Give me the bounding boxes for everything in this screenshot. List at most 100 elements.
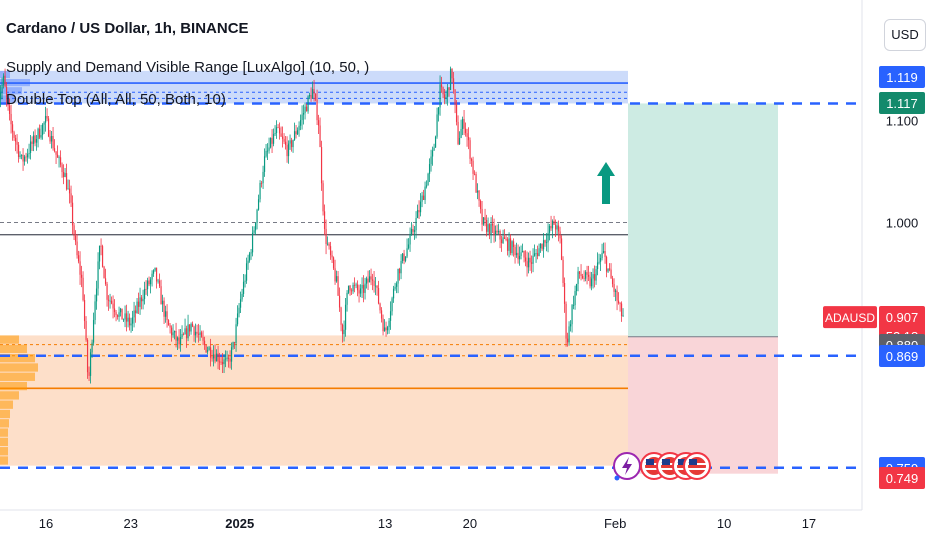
candle-body [469,140,471,159]
candle-body [599,258,602,262]
candle-body [217,353,219,362]
candle-body [239,299,242,308]
candle-body [593,274,596,281]
candle-body [328,243,330,247]
price-label[interactable]: 0.869 [879,345,925,367]
candle-body [68,188,71,194]
candle-body [461,119,464,130]
candle-body [622,315,624,317]
candle-body [64,173,66,177]
candle-body [457,121,459,145]
candle-body [391,298,393,312]
candle-body [127,317,129,322]
candle-body [574,291,576,306]
candle-body [209,347,212,358]
candle-body [388,320,390,328]
candle-body [184,328,186,335]
candle-body [473,173,476,175]
candle-body [119,308,122,313]
candle-body [437,107,440,115]
candle-body [494,230,497,236]
long-position-loss-zone[interactable] [628,336,778,474]
candle-body [179,337,182,345]
candle-body [94,301,96,320]
candle-body [130,323,132,326]
price-label-bg [879,306,925,328]
price-label-text: 0.749 [886,471,919,486]
candle-body [502,237,504,243]
price-label-text: 1.117 [886,96,918,111]
candle-body [572,305,575,306]
indicator-legend-double-top[interactable]: Double Top (All, All, 50, Both, 10) [6,91,226,108]
candle-body [566,338,569,343]
long-position-profit-zone[interactable] [628,103,778,337]
candle-body [389,311,392,321]
candle-body [508,238,510,251]
candle-body [290,140,293,148]
volume-profile-bar [0,409,10,419]
candle-body [617,300,620,304]
price-label[interactable]: 0.907 [879,306,925,328]
candle-body [310,95,312,99]
candle-body [548,225,551,233]
symbol-tag[interactable]: ADAUSD [823,306,877,329]
candle-body [293,131,296,140]
candle-body [97,261,99,289]
candle-body [98,245,101,262]
candle-body [350,290,353,292]
candle-body [248,253,251,261]
volume-profile-bar [0,437,8,447]
symbol-title[interactable]: Cardano / US Dollar, 1h, BINANCE [6,20,249,37]
flag-canton [678,459,686,465]
candle-body [82,277,84,301]
candle-body [191,323,194,327]
candle-body [244,280,246,282]
currency-button[interactable]: USD [884,19,926,51]
candle-body [86,339,89,373]
candle-body [38,128,41,138]
candle-body [410,228,413,235]
candle-body [4,75,6,87]
candle-body [421,195,423,202]
candle-body [595,269,597,281]
candle-body [361,284,363,289]
candle-body [299,120,302,126]
candle-body [28,153,30,155]
candle-body [220,361,222,363]
candle-body [166,311,168,321]
candle-body [140,297,143,302]
candle-body [571,305,573,325]
candle-body [229,358,231,362]
candle-body [55,151,57,155]
candle-body [610,269,612,279]
price-label[interactable]: 1.119 [879,66,925,88]
candle-body [344,304,347,330]
volume-profile-bar [0,87,22,95]
candle-body [427,173,429,186]
candle-body [455,104,458,122]
candle-body [67,188,69,190]
flag-canton [662,459,670,465]
candle-body [44,115,47,123]
us-flag-icon[interactable] [683,452,711,480]
price-label[interactable]: 1.117 [879,92,925,114]
candle-body [296,130,299,135]
candle-body [329,246,332,256]
candle-body [587,274,590,277]
candle-body [238,307,240,314]
lightning-icon[interactable] [613,452,641,480]
candle-body [368,276,371,283]
candle-body [308,95,311,97]
candle-body [511,241,513,254]
candle-body [91,342,93,353]
indicator-legend-supply-demand[interactable]: Supply and Demand Visible Range [LuxAlgo… [6,59,370,76]
candle-body [536,253,539,257]
price-label[interactable]: 0.749 [879,467,925,489]
candle-body [287,143,290,157]
candle-body [281,136,284,139]
candle-body [221,361,224,365]
candle-body [478,190,480,201]
candle-body [190,323,192,332]
volume-profile-bar [0,363,38,372]
